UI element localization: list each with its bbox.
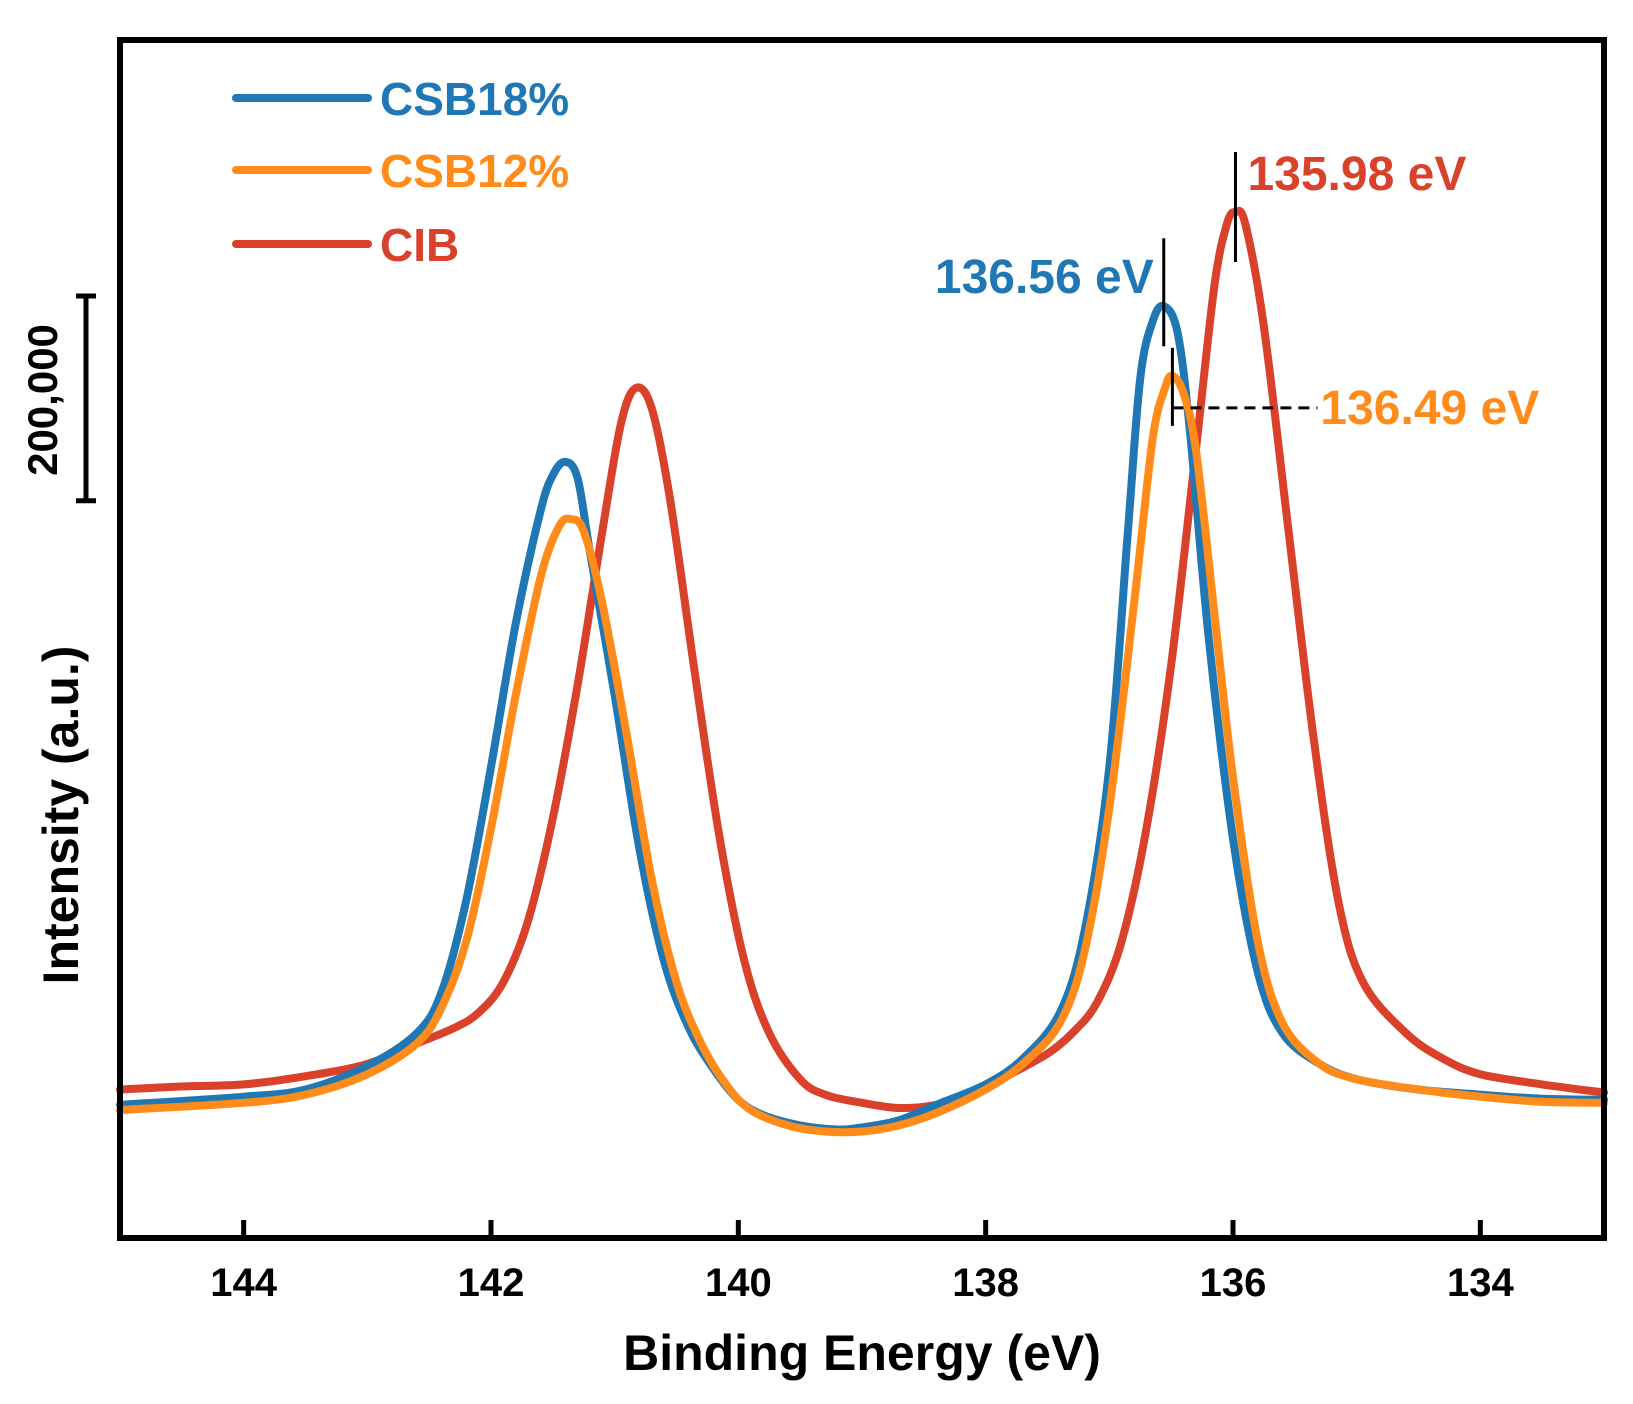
- series-layer: [116, 206, 1608, 1137]
- x-tick-label-142: 142: [458, 1261, 525, 1305]
- x-tick-label-140: 140: [705, 1261, 772, 1305]
- legend-item-csb18: CSB18%: [232, 73, 569, 125]
- series-line-csb18: [116, 301, 1608, 1134]
- x-axis-title: Binding Energy (eV): [623, 1325, 1101, 1381]
- plot-frame: [117, 37, 1607, 1241]
- x-tick-label-134: 134: [1447, 1261, 1514, 1305]
- annotation-layer: 135.98 eV 136.56 eV 136.49 eV: [935, 148, 1539, 435]
- y-axis-title: Intensity (a.u.): [33, 646, 89, 985]
- peak-label-csb12: 136.49 eV: [1320, 382, 1539, 435]
- x-tick-label-144: 144: [210, 1261, 277, 1305]
- x-axis-ticks: 144 142 140 138 136 134: [210, 1220, 1514, 1305]
- x-tick-label-138: 138: [952, 1261, 1019, 1305]
- series-line-cib: [116, 206, 1608, 1113]
- series-line-csb12: [116, 371, 1608, 1137]
- peak-label-cib: 135.98 eV: [1247, 148, 1466, 201]
- legend-label-cib: CIB: [380, 219, 459, 271]
- legend: CSB18% CSB12% CIB: [232, 73, 569, 271]
- legend-item-csb12: CSB12%: [232, 145, 569, 197]
- legend-label-csb18: CSB18%: [380, 73, 569, 125]
- scale-bar: 200,000: [19, 293, 96, 504]
- x-tick-label-136: 136: [1200, 1261, 1267, 1305]
- legend-label-csb12: CSB12%: [380, 145, 569, 197]
- scale-bar-label: 200,000: [19, 324, 66, 476]
- legend-item-cib: CIB: [232, 219, 459, 271]
- peak-label-csb18: 136.56 eV: [935, 251, 1154, 304]
